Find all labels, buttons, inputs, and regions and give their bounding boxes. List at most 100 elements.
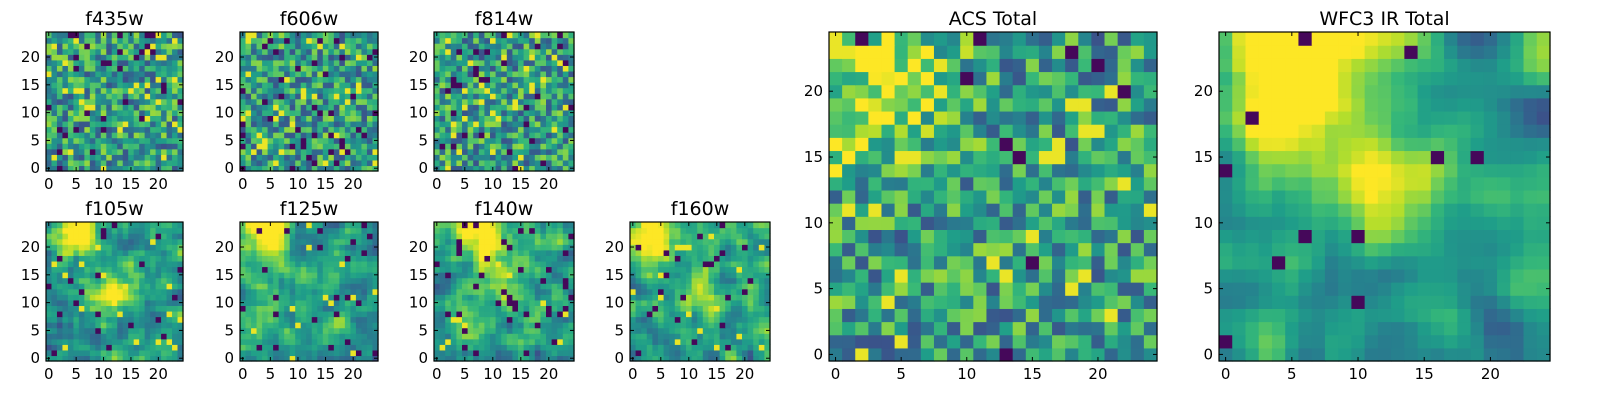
heatmap-cell — [161, 37, 168, 44]
heatmap-cell — [95, 349, 102, 357]
heatmap-cell — [747, 277, 754, 284]
heatmap-cell — [730, 244, 737, 251]
heatmap-cell — [725, 288, 732, 295]
heatmap-cell — [78, 59, 85, 66]
heatmap-cell — [372, 154, 379, 161]
heatmap-cell — [635, 249, 642, 256]
heatmap-cell — [150, 159, 157, 167]
heatmap-cell — [1025, 163, 1040, 178]
heatmap-cell — [960, 334, 974, 349]
heatmap-cell — [128, 65, 135, 72]
heatmap-cell — [1052, 321, 1066, 336]
heatmap-cell — [658, 294, 665, 301]
heatmap-cell — [317, 54, 324, 61]
heatmap-cell — [300, 109, 307, 116]
heatmap-cell — [758, 272, 765, 279]
heatmap-cell — [122, 333, 129, 340]
heatmap-cell — [245, 120, 252, 128]
heatmap-cell — [641, 244, 648, 251]
heatmap-cell — [139, 104, 146, 111]
heatmap-cell — [350, 54, 357, 61]
heatmap-cell — [306, 277, 313, 284]
heatmap-cell — [306, 283, 313, 290]
heatmap-cell — [144, 120, 151, 128]
heatmap-cell — [267, 333, 274, 340]
y-tick-label: 0 — [224, 349, 234, 367]
heatmap-cell — [306, 109, 313, 116]
heatmap-cell — [300, 82, 307, 89]
heatmap-cell — [273, 59, 280, 66]
heatmap-cell — [339, 338, 346, 345]
heatmap-cell — [139, 115, 146, 122]
heatmap-cell — [434, 120, 441, 128]
heatmap-cell — [551, 137, 558, 144]
heatmap-cell — [501, 87, 508, 94]
heatmap-cell — [150, 299, 157, 306]
heatmap-cell — [311, 37, 318, 44]
heatmap-cell — [719, 233, 726, 240]
heatmap-cell — [506, 43, 513, 50]
heatmap-cell — [333, 238, 340, 245]
heatmap-cell — [284, 120, 291, 128]
heatmap-cell — [166, 222, 173, 229]
heatmap-cell — [172, 154, 179, 161]
heatmap-cell — [540, 70, 547, 78]
heatmap-cell — [84, 115, 91, 122]
heatmap-cell — [512, 283, 519, 290]
heatmap-cell — [986, 321, 1001, 336]
heatmap-cell — [557, 143, 564, 150]
heatmap-cell — [117, 349, 124, 357]
heatmap-cell — [317, 76, 324, 83]
heatmap-cell — [117, 255, 124, 262]
heatmap-cell — [529, 299, 536, 306]
heatmap-cell — [1078, 203, 1092, 217]
heatmap-cell — [635, 244, 642, 251]
heatmap-cell — [1012, 268, 1027, 283]
heatmap-cell — [344, 159, 351, 167]
heatmap-cell — [714, 305, 721, 312]
heatmap-cell — [361, 249, 368, 256]
heatmap-cell — [635, 277, 642, 284]
heatmap-cell — [764, 333, 771, 340]
heatmap-cell — [557, 283, 564, 290]
heatmap-cell — [139, 165, 146, 172]
heatmap-cell — [512, 349, 519, 357]
heatmap-cell — [177, 255, 184, 262]
heatmap-cell — [842, 176, 856, 191]
heatmap-cell — [322, 333, 329, 340]
heatmap-cell — [322, 277, 329, 284]
heatmap-cell — [1078, 176, 1092, 191]
heatmap-cell — [1130, 242, 1145, 257]
heatmap-cell — [557, 48, 564, 55]
heatmap-cell — [1130, 295, 1145, 309]
heatmap-cell — [920, 150, 935, 165]
heatmap-cell — [256, 349, 263, 357]
heatmap-cell — [1038, 203, 1053, 217]
heatmap-cell — [67, 327, 74, 334]
heatmap-cell — [361, 233, 368, 240]
heatmap-cell — [306, 294, 313, 301]
heatmap-cell — [46, 233, 53, 240]
heatmap-cell — [973, 216, 988, 230]
heatmap-cell — [46, 260, 53, 268]
heatmap-cell — [518, 316, 525, 323]
heatmap-cell — [100, 109, 107, 116]
heatmap-cell — [467, 294, 474, 301]
heatmap-cell — [62, 222, 69, 229]
heatmap-cell — [133, 233, 140, 240]
heatmap-cell — [663, 327, 670, 334]
heatmap-cell — [663, 299, 670, 306]
heatmap-cell — [100, 233, 107, 240]
heatmap-cell — [300, 120, 307, 128]
heatmap-cell — [306, 322, 313, 329]
heatmap-cell — [473, 305, 480, 312]
heatmap-cell — [251, 143, 258, 150]
heatmap-cell — [56, 54, 64, 61]
heatmap-cell — [753, 283, 760, 290]
heatmap-cell — [551, 349, 558, 357]
heatmap-cell — [245, 137, 252, 144]
heatmap-cell — [557, 227, 564, 234]
heatmap-cell — [669, 233, 676, 240]
heatmap-cell — [490, 132, 497, 139]
heatmap-cell — [725, 338, 732, 345]
